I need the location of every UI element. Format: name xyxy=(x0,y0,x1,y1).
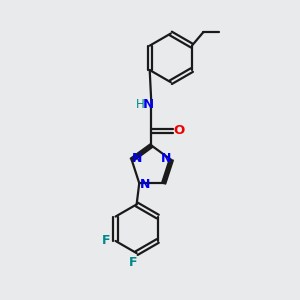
Text: H: H xyxy=(136,98,145,111)
Text: F: F xyxy=(102,235,110,248)
Text: F: F xyxy=(129,256,137,269)
Text: O: O xyxy=(174,124,185,137)
Text: N: N xyxy=(161,152,171,165)
Text: N: N xyxy=(143,98,154,111)
Text: N: N xyxy=(132,152,142,165)
Text: N: N xyxy=(140,178,150,191)
